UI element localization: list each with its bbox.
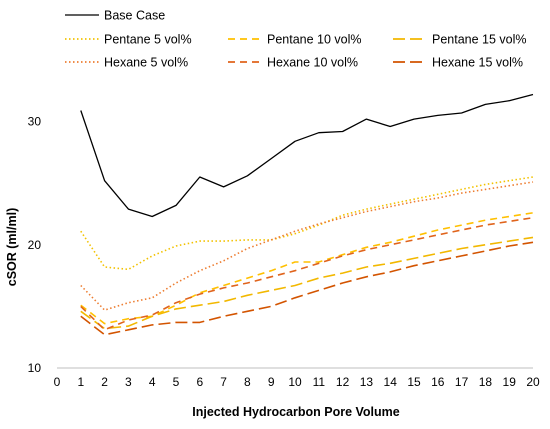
y-axis-title: cSOR (ml/ml) (5, 208, 19, 287)
x-tick-label: 6 (196, 375, 203, 389)
x-tick-label: 5 (173, 375, 180, 389)
x-tick-label: 18 (479, 375, 493, 389)
legend: Base Case Pentane 5 vol% Pentane 10 vol% Pe… (65, 9, 527, 70)
legend-label: Hexane 5 vol% (104, 56, 188, 70)
x-tick-label: 11 (313, 375, 326, 389)
series-line-2 (80, 212, 534, 325)
legend-label: Hexane 15 vol% (432, 56, 523, 70)
series-line-1 (80, 176, 534, 271)
x-tick-label: 3 (125, 375, 132, 389)
x-tick-label: 20 (526, 375, 540, 389)
x-tick-label: 0 (54, 375, 61, 389)
y-tick-label: 10 (28, 361, 42, 375)
x-tick-label: 1 (77, 375, 84, 389)
legend-label: Pentane 5 vol% (104, 33, 192, 47)
x-tick-label: 9 (268, 375, 275, 389)
x-tick-label: 15 (407, 375, 421, 389)
legend-label: Hexane 10 vol% (267, 56, 358, 70)
x-tick-label: 2 (101, 375, 108, 389)
x-axis-title: Injected Hydrocarbon Pore Volume (192, 405, 400, 419)
x-tick-label: 19 (503, 375, 517, 389)
x-tick-label: 12 (336, 375, 350, 389)
x-tick-label: 16 (431, 375, 445, 389)
series-layer (80, 93, 534, 336)
x-tick-label: 7 (220, 375, 227, 389)
x-tick-label: 4 (149, 375, 156, 389)
series-line-4 (80, 181, 534, 311)
x-tick-label: 13 (360, 375, 374, 389)
series-line-6 (80, 241, 534, 336)
series-line-5 (80, 216, 534, 331)
x-tick-label: 10 (288, 375, 302, 389)
series-line-3 (80, 236, 534, 330)
x-tick-label: 14 (384, 375, 398, 389)
x-tick-label: 17 (455, 375, 469, 389)
series-line-0 (80, 93, 534, 218)
y-tick-label: 20 (28, 238, 42, 252)
y-tick-label: 30 (28, 115, 42, 129)
legend-label: Pentane 10 vol% (267, 33, 362, 47)
x-tick-label: 8 (244, 375, 251, 389)
legend-label: Base Case (104, 9, 165, 23)
legend-label: Pentane 15 vol% (432, 33, 527, 47)
